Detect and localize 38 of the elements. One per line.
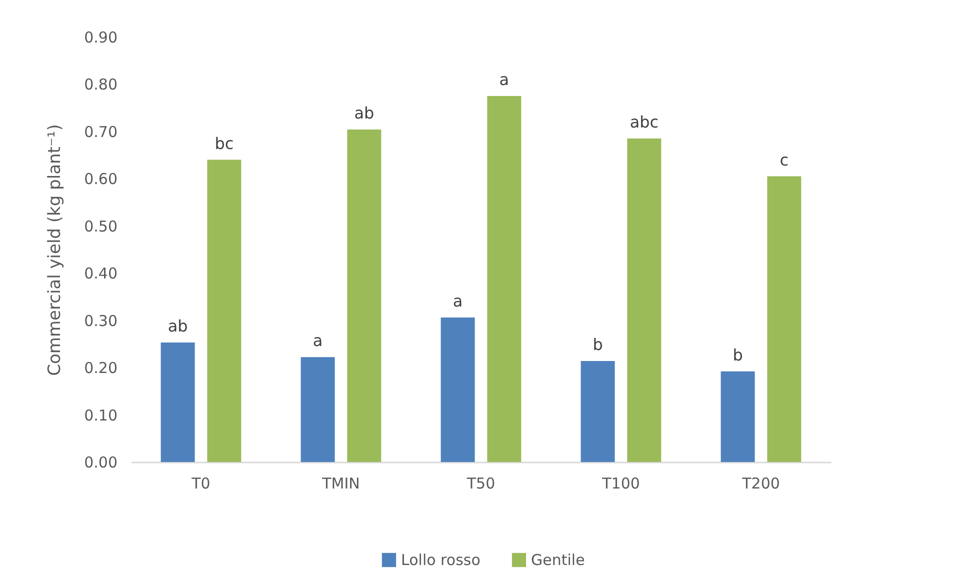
legend-label: Gentile xyxy=(531,551,585,569)
y-tick-label: 0.50 xyxy=(84,217,118,236)
x-tick-label: T100 xyxy=(601,474,640,492)
y-axis-title: Commercial yield (kg plant⁻¹) xyxy=(45,124,66,376)
data-label: a xyxy=(499,70,510,90)
data-label: a xyxy=(312,331,323,350)
x-tick-label: T50 xyxy=(466,474,496,492)
y-tick-label: 0.30 xyxy=(84,312,118,330)
data-label: c xyxy=(780,150,789,170)
data-label: bc xyxy=(214,134,234,153)
legend-label: Lollo rosso xyxy=(401,551,480,569)
x-tick-label: T200 xyxy=(741,474,780,492)
data-label: b xyxy=(592,334,603,354)
bar xyxy=(627,138,662,462)
y-tick-label: 0.80 xyxy=(84,76,118,94)
y-tick-label: 0.20 xyxy=(84,359,118,378)
bar xyxy=(347,130,382,462)
y-tick-label: 0.00 xyxy=(84,454,118,472)
y-tick-label: 0.10 xyxy=(84,406,118,424)
bar xyxy=(207,160,242,462)
data-label: a xyxy=(452,292,463,310)
bar xyxy=(580,360,615,462)
bar xyxy=(160,342,195,462)
bar xyxy=(440,318,475,462)
x-tick-label: T0 xyxy=(190,474,210,492)
bar xyxy=(720,371,755,462)
bar xyxy=(300,357,335,462)
x-tick-label: TMIN xyxy=(321,474,360,492)
bar xyxy=(487,96,522,462)
bar xyxy=(767,176,802,462)
data-label: ab xyxy=(168,316,188,336)
y-tick-label: 0.90 xyxy=(84,28,118,46)
y-tick-label: 0.60 xyxy=(84,170,118,188)
data-label: ab xyxy=(354,104,374,123)
y-tick-label: 0.70 xyxy=(84,122,118,141)
data-label: abc xyxy=(630,112,659,132)
y-tick-label: 0.40 xyxy=(84,264,118,283)
data-label: b xyxy=(732,345,743,364)
